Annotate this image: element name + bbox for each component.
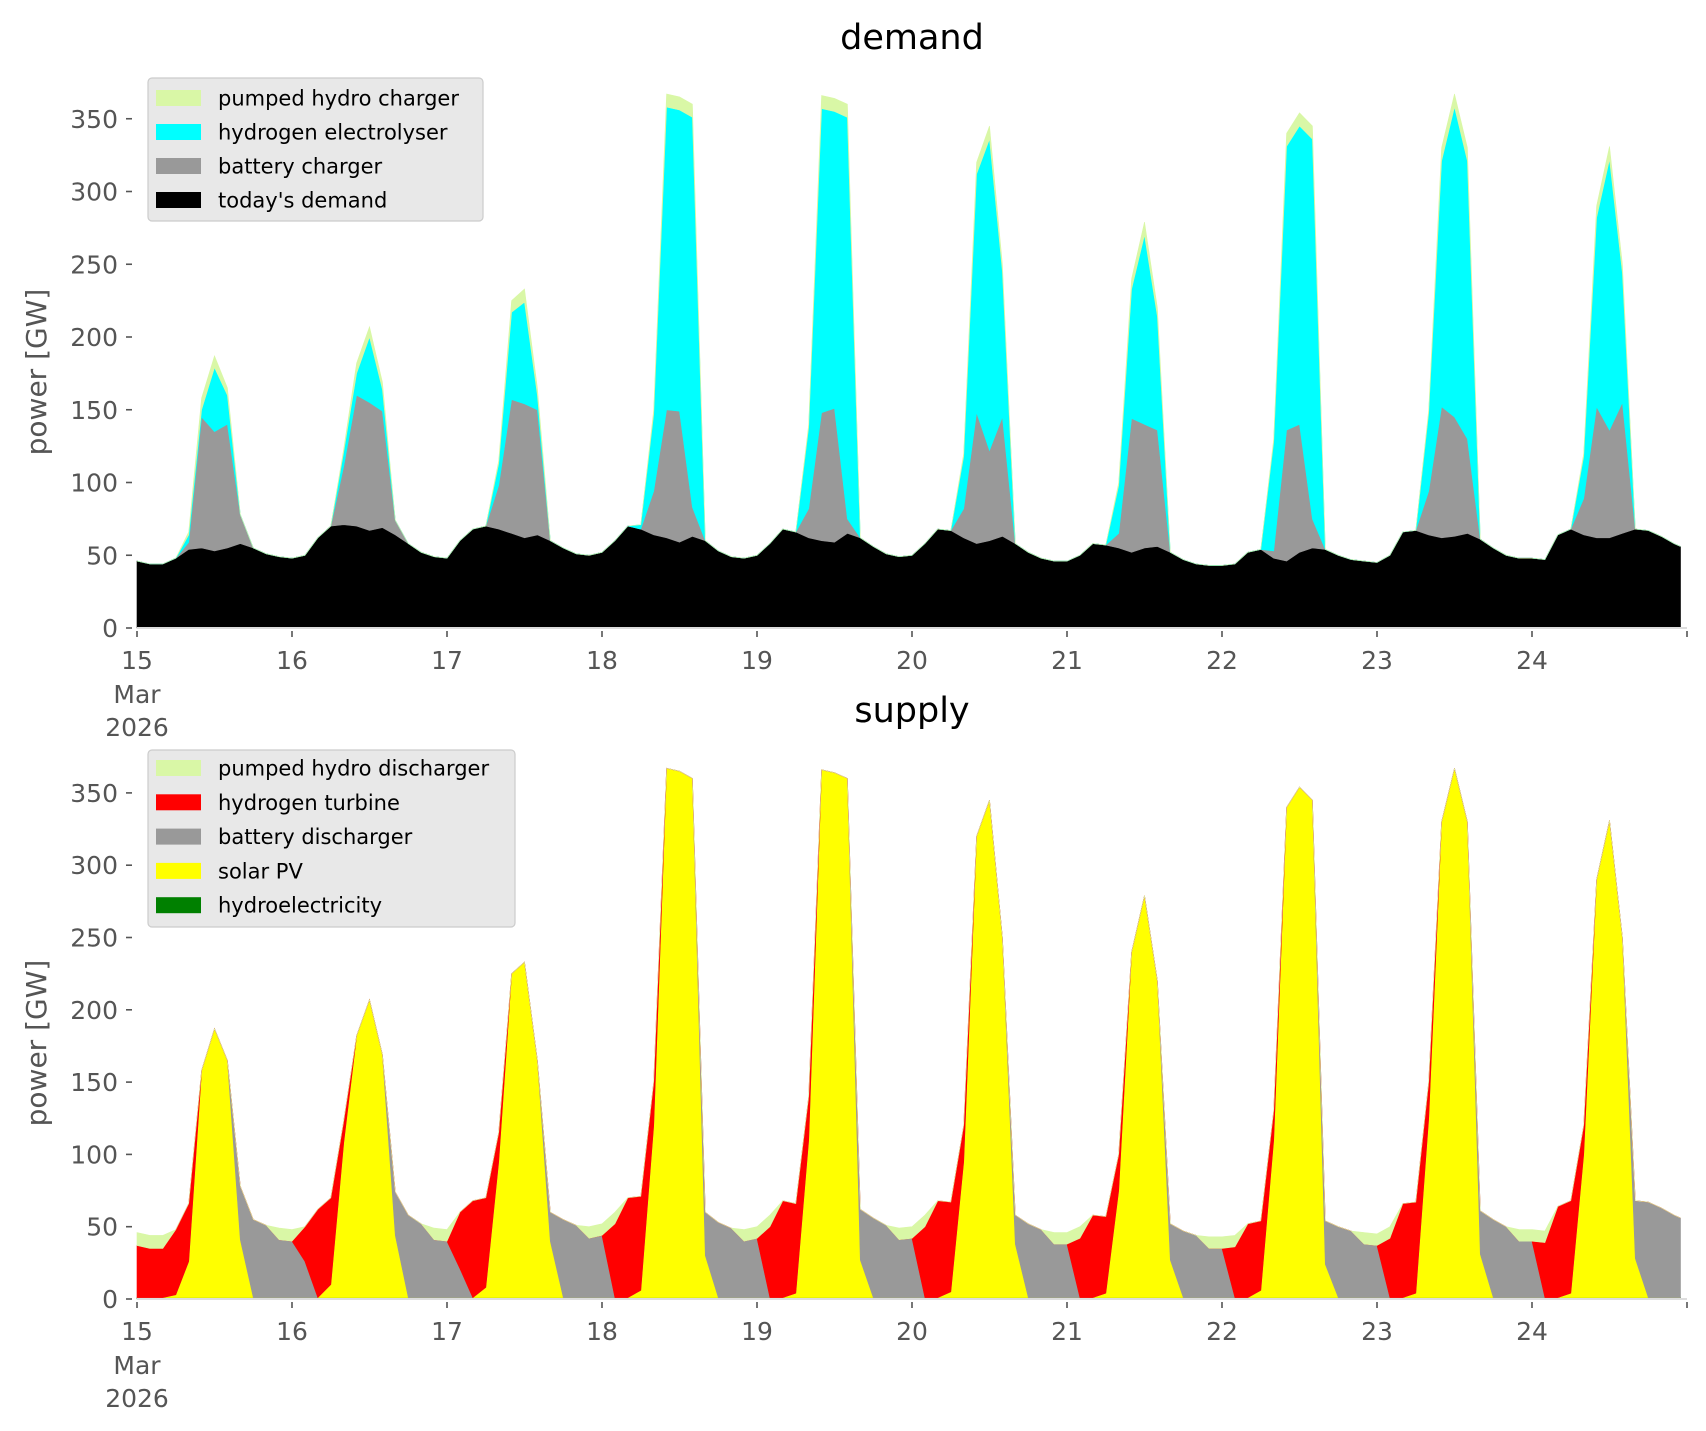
demand-y-tick-label: 300: [70, 178, 118, 207]
supply-y-axis-label: power [GW]: [20, 960, 53, 1127]
supply-legend-label: pumped hydro discharger: [218, 757, 489, 781]
demand-area-today-s-demand: [136, 524, 1681, 629]
demand-x-tick-label: 19: [741, 646, 773, 675]
demand-title: demand: [840, 18, 984, 58]
demand-y-tick-label: 50: [86, 541, 118, 570]
supply-x-tick-label: 18: [586, 1317, 618, 1346]
demand-legend: pumped hydro charger hydrogen electrolyse…: [147, 77, 484, 222]
demand-x-tick-label: 21: [1051, 646, 1083, 675]
supply-legend-swatch-pumped-hydro-discharger: [156, 760, 201, 776]
supply-x-tick-label: 24: [1516, 1317, 1548, 1346]
demand-x-tick-label: 17: [431, 646, 463, 675]
supply-y-ticks: 0 50 100 150 200 250 300 350: [70, 779, 132, 1314]
supply-x-tick-label: 19: [741, 1317, 773, 1346]
demand-legend-swatch-today-s-demand: [156, 192, 201, 208]
demand-legend-frame: [147, 77, 484, 222]
demand-legend-swatch-pumped-hydro-charger: [156, 90, 201, 106]
demand-x-ticks: 15 Mar 2026 16 17 18 19 20 21 22 23 24: [105, 631, 1688, 742]
supply-legend-swatch-hydroelectricity: [156, 897, 201, 914]
supply-x-tick-label: 17: [431, 1317, 463, 1346]
supply-y-tick-label: 350: [70, 779, 118, 808]
demand-legend-label: pumped hydro charger: [218, 87, 459, 111]
demand-y-tick-label: 0: [102, 614, 118, 643]
supply-area-pumped-hydro-discharger: [136, 767, 1681, 1249]
demand-x-tick-label: 22: [1206, 646, 1238, 675]
supply-legend-item: hydroelectricity: [156, 894, 382, 918]
demand-areas: [136, 93, 1681, 629]
supply-x-tick-label: 16: [276, 1317, 308, 1346]
supply-legend-swatch-battery-discharger: [156, 828, 201, 845]
supply-legend-frame: [147, 749, 516, 928]
supply-legend-item: hydrogen turbine: [156, 791, 400, 815]
demand-x-tick-label: 23: [1361, 646, 1393, 675]
supply-y-tick-label: 250: [70, 924, 118, 953]
demand-y-tick-label: 250: [70, 250, 118, 279]
supply-y-tick-label: 200: [70, 996, 118, 1025]
demand-legend-item: hydrogen electrolyser: [156, 121, 448, 145]
demand-y-tick-label: 150: [70, 396, 118, 425]
supply-legend-label: hydrogen turbine: [218, 791, 400, 815]
demand-legend-label: hydrogen electrolyser: [218, 121, 448, 145]
demand-legend-label: battery charger: [218, 155, 383, 179]
demand-y-tick-label: 350: [70, 105, 118, 134]
supply-x-tick-label: 20: [896, 1317, 928, 1346]
supply-panel: supply 0 50 100 150 200 250 300 350 15 Mar 2026 16…: [20, 691, 1688, 1413]
supply-y-tick-label: 100: [70, 1140, 118, 1169]
supply-x-tick-label: 15: [121, 1317, 153, 1346]
supply-x-tick-sublabel: Mar: [113, 1351, 161, 1380]
demand-x-tick-label: 15: [121, 646, 153, 675]
supply-x-tick-label: 22: [1206, 1317, 1238, 1346]
supply-legend-item: solar PV: [156, 859, 303, 883]
demand-y-ticks: 0 50 100 150 200 250 300 350: [70, 105, 132, 643]
supply-legend-swatch-solar-pv: [156, 862, 201, 879]
demand-x-tick-label: 18: [586, 646, 618, 675]
demand-legend-label: today's demand: [218, 189, 387, 213]
supply-legend-label: battery discharger: [218, 825, 413, 849]
supply-legend-label: solar PV: [218, 859, 303, 883]
demand-x-tick-label: 20: [896, 646, 928, 675]
demand-panel: demand 0 50 100 150 200 250 300 350 15 Mar 2026 16…: [20, 18, 1688, 742]
demand-x-tick-label: 24: [1516, 646, 1548, 675]
demand-x-tick-sublabel: 2026: [105, 713, 169, 742]
supply-y-tick-label: 150: [70, 1068, 118, 1097]
demand-legend-item: battery charger: [156, 155, 383, 179]
supply-legend: pumped hydro discharger hydrogen turbine b…: [147, 749, 516, 928]
supply-legend-item: pumped hydro discharger: [156, 757, 489, 781]
supply-legend-label: hydroelectricity: [218, 894, 382, 918]
demand-legend-item: pumped hydro charger: [156, 87, 459, 111]
supply-x-tick-label: 23: [1361, 1317, 1393, 1346]
supply-legend-swatch-hydrogen-turbine: [156, 794, 201, 811]
supply-x-tick-label: 21: [1051, 1317, 1083, 1346]
demand-y-axis-label: power [GW]: [20, 289, 53, 456]
demand-legend-swatch-battery-charger: [156, 158, 201, 174]
supply-y-tick-label: 50: [86, 1213, 118, 1242]
supply-x-ticks: 15 Mar 2026 16 17 18 19 20 21 22 23 24: [105, 1302, 1688, 1413]
demand-legend-swatch-hydrogen-electrolyser: [156, 124, 201, 140]
supply-legend-item: battery discharger: [156, 825, 413, 849]
demand-x-tick-sublabel: Mar: [113, 680, 161, 709]
demand-y-tick-label: 100: [70, 469, 118, 498]
demand-y-tick-label: 200: [70, 323, 118, 352]
supply-y-tick-label: 300: [70, 851, 118, 880]
supply-areas: [136, 767, 1681, 1300]
demand-legend-item: today's demand: [156, 189, 387, 213]
demand-area-pumped-hydro-charger: [136, 93, 1681, 566]
demand-x-tick-label: 16: [276, 646, 308, 675]
supply-y-tick-label: 0: [102, 1285, 118, 1314]
supply-title: supply: [854, 691, 969, 731]
supply-x-tick-sublabel: 2026: [105, 1384, 169, 1413]
